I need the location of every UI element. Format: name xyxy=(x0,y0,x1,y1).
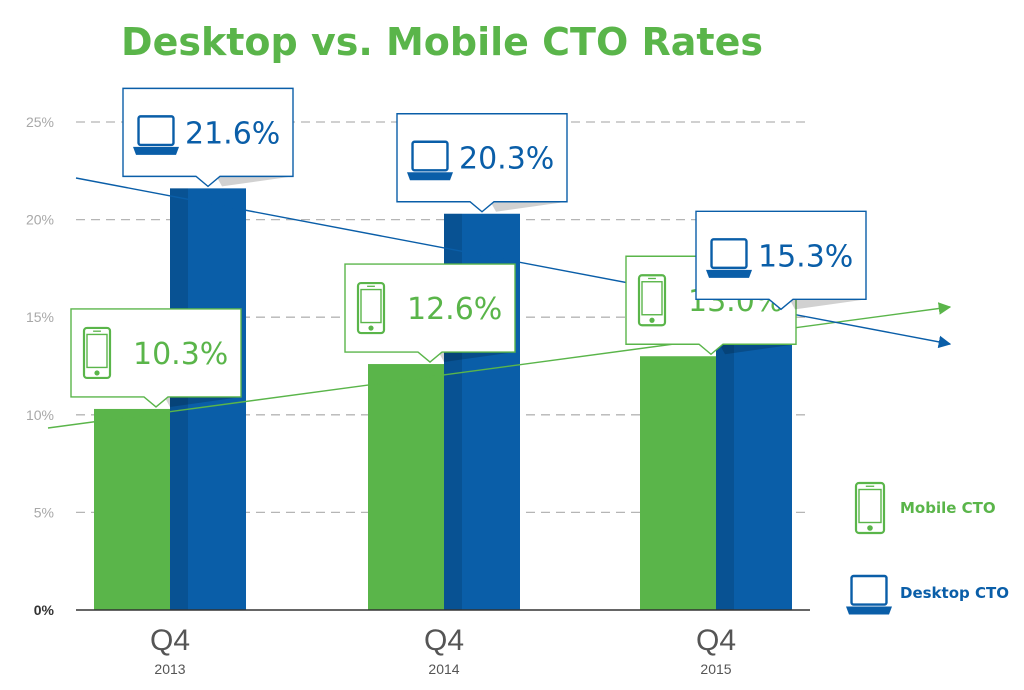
laptop-icon xyxy=(133,115,179,155)
value-label: 21.6% xyxy=(185,116,280,151)
trendline-desktop xyxy=(75,177,952,349)
x-tick-year: 2015 xyxy=(700,661,731,677)
y-tick-label: 5% xyxy=(34,504,54,520)
value-label: 12.6% xyxy=(407,292,502,327)
value-callouts: 10.3%21.6%12.6%20.3%13.0%15.3% xyxy=(70,87,867,408)
callout-desktop: 20.3% xyxy=(396,113,568,213)
chart-title: Desktop vs. Mobile CTO Rates xyxy=(121,20,763,64)
legend-item-desktop: Desktop CTO xyxy=(846,574,1009,615)
laptop-icon xyxy=(846,574,892,615)
phone-icon xyxy=(82,326,112,380)
legend-item-mobile: Mobile CTO xyxy=(854,481,996,535)
laptop-icon xyxy=(407,140,453,181)
x-tick-year: 2014 xyxy=(428,661,459,677)
callout-mobile: 12.6% xyxy=(344,263,516,363)
x-axis: Q4 2013 Q4 2014 Q4 2015 xyxy=(150,624,736,677)
callout-shadow xyxy=(216,176,293,187)
callout-desktop: 15.3% xyxy=(695,210,867,311)
y-tick-label: 25% xyxy=(26,114,54,130)
legend: Mobile CTO Desktop CTO xyxy=(846,481,1009,615)
laptop-icon xyxy=(706,238,752,278)
y-tick-label: 10% xyxy=(26,407,54,423)
bar-desktop xyxy=(716,311,792,610)
y-tick-label: 0% xyxy=(34,602,55,618)
callout-box xyxy=(695,210,867,311)
bar-mobile xyxy=(368,364,444,610)
value-label: 15.3% xyxy=(758,239,853,274)
callout-shadow xyxy=(164,396,241,407)
callout-shadow xyxy=(789,299,866,310)
callout-shadow xyxy=(438,352,515,363)
y-tick-label: 15% xyxy=(26,309,54,325)
value-label: 10.3% xyxy=(133,337,228,372)
callout-box xyxy=(344,263,516,363)
bar-desktop-shade xyxy=(716,311,734,610)
trendline-mobile xyxy=(47,302,952,429)
value-label: 20.3% xyxy=(459,142,554,177)
x-tick-quarter: Q4 xyxy=(150,624,190,657)
legend-label: Mobile CTO xyxy=(900,499,996,517)
trendlines xyxy=(47,177,952,429)
callout-box xyxy=(396,113,568,213)
phone-icon xyxy=(854,481,886,535)
bar-desktop-shade xyxy=(170,188,188,611)
callout-box xyxy=(122,87,294,188)
callout-desktop: 21.6% xyxy=(122,87,294,188)
y-tick-label: 20% xyxy=(26,212,54,228)
callout-shadow xyxy=(490,201,567,212)
phone-icon xyxy=(356,281,386,335)
bar-desktop xyxy=(170,188,246,611)
x-tick-year: 2013 xyxy=(154,661,185,677)
bar-mobile xyxy=(94,408,170,610)
legend-label: Desktop CTO xyxy=(900,584,1009,602)
x-tick-quarter: Q4 xyxy=(424,624,464,657)
phone-icon xyxy=(637,274,667,327)
callout-mobile: 10.3% xyxy=(70,308,242,408)
x-tick-quarter: Q4 xyxy=(696,624,736,657)
callout-box xyxy=(70,308,242,408)
bar-mobile xyxy=(640,356,716,610)
callout-shadow xyxy=(719,344,796,355)
